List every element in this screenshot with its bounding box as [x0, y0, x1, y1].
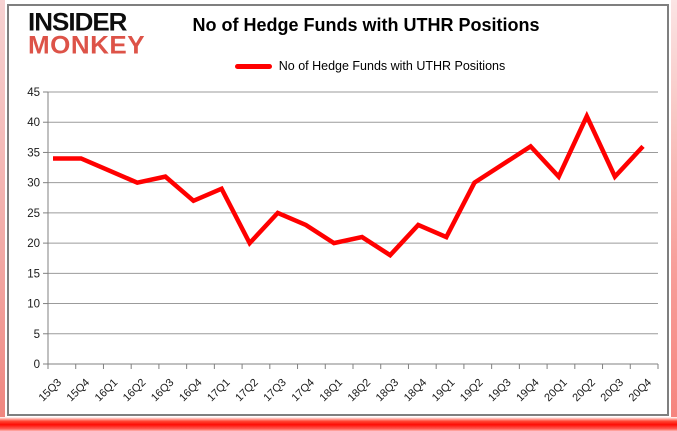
series-line — [53, 110, 645, 259]
x-tick-label: 19Q2 — [458, 377, 486, 405]
chart-plot: 0 5 10 15 20 25 30 35 40 45 15Q3 15Q4 16Q1 16Q2 16Q3 16… — [27, 87, 659, 405]
x-tick-label: 17Q2 — [233, 377, 261, 405]
x-tick-label: 19Q3 — [486, 377, 514, 405]
y-tick-label: 35 — [27, 147, 40, 159]
y-tick-label: 0 — [34, 359, 40, 371]
insider-monkey-logo: INSIDER MONKEY — [28, 7, 146, 60]
chart-title: No of Hedge Funds with UTHR Positions — [192, 15, 540, 35]
x-tick-label: 17Q3 — [261, 377, 289, 405]
x-tick-label: 20Q1 — [542, 377, 570, 405]
y-tick-label: 30 — [27, 178, 40, 190]
x-tick-label: 18Q2 — [346, 377, 374, 405]
red-border-right — [671, 0, 677, 431]
y-tick-label: 20 — [27, 238, 40, 250]
x-tick-label: 19Q1 — [430, 377, 458, 405]
y-tick-label: 25 — [27, 208, 40, 220]
x-tick-label: 19Q4 — [514, 377, 542, 405]
legend-line-swatch — [234, 63, 272, 69]
y-tick-label: 40 — [27, 117, 40, 129]
red-border-bottom — [0, 417, 677, 431]
y-tick-label: 5 — [34, 329, 40, 341]
x-tick-label: 20Q4 — [627, 377, 655, 405]
logo-text-monkey: MONKEY — [28, 30, 146, 60]
x-tick-label: 16Q3 — [149, 377, 177, 405]
x-tick-label: 16Q1 — [93, 377, 121, 405]
x-tick-label: 17Q1 — [205, 377, 233, 405]
legend: No of Hedge Funds with UTHR Positions — [41, 59, 677, 73]
y-tick-label: 45 — [27, 87, 40, 99]
y-tick-label: 10 — [27, 299, 40, 311]
logo-text-insider: INSIDER — [28, 7, 127, 37]
x-tick-label: 16Q2 — [121, 377, 149, 405]
x-tick-label: 18Q1 — [318, 377, 346, 405]
x-tick-label: 17Q4 — [289, 377, 317, 405]
x-tick-label: 18Q3 — [374, 377, 402, 405]
legend-label: No of Hedge Funds with UTHR Positions — [278, 59, 506, 73]
x-tick-label: 15Q3 — [37, 377, 65, 405]
x-tick-label: 20Q3 — [599, 377, 627, 405]
x-tick-label: 15Q4 — [65, 377, 93, 405]
red-border-left — [0, 0, 5, 431]
chart-frame: INSIDER MONKEY No of Hedge Funds with UT… — [7, 4, 669, 416]
y-tick-label: 15 — [27, 268, 40, 280]
x-tick-label: 18Q4 — [402, 377, 430, 405]
x-tick-label: 20Q2 — [570, 377, 598, 405]
x-tick-label: 16Q4 — [177, 377, 205, 405]
